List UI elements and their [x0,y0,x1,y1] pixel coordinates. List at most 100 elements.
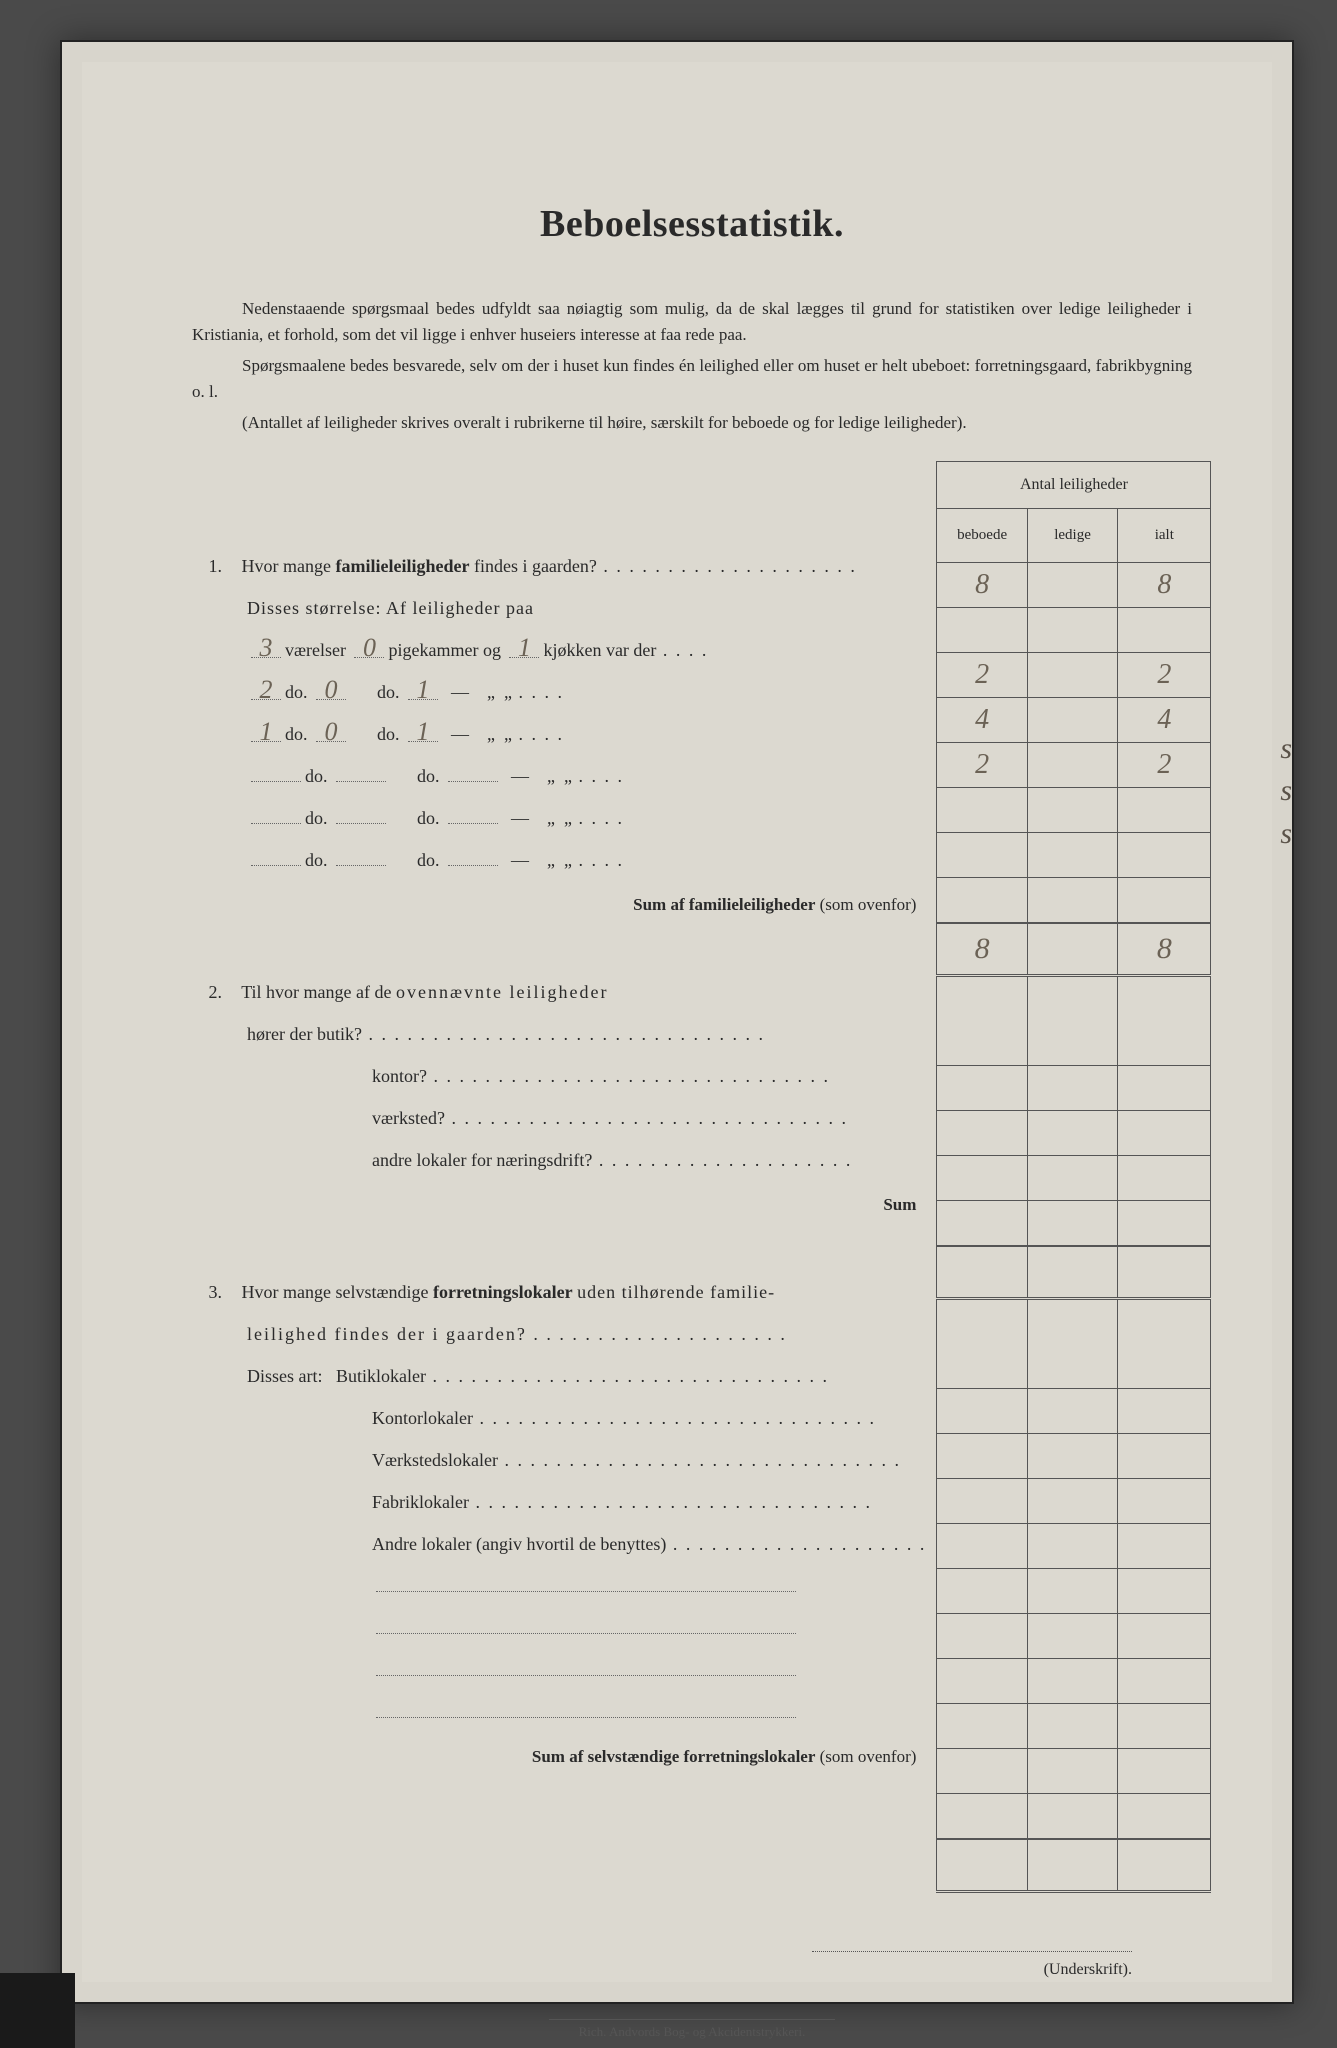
sum-cell [937,1839,1027,1892]
cell [1118,1433,1211,1478]
cell [1027,1658,1117,1703]
cell [937,1568,1027,1613]
q1-sum-line: Sum af familieleiligheder (som ovenfor) [192,881,926,929]
cell [1027,877,1117,923]
cell [1027,1793,1117,1839]
cell [1118,1793,1211,1839]
q1-row-2: 2do. 0 do. 1 — „ „ [192,671,926,713]
q3-line2: leilighed findes der i gaarden? [192,1313,926,1355]
cell [937,1478,1027,1523]
q3-fabrik: Fabriklokaler [192,1481,926,1523]
q1-line: 1. Hvor mange familieleiligheder findes … [192,545,926,587]
cell [1027,1748,1117,1793]
cell [937,1065,1027,1110]
sum-cell [1027,1246,1117,1299]
q1-text-b: familieleiligheder [335,556,469,576]
margin-note-2: s [1280,774,1292,808]
q3-vaerksted: Værkstedslokaler [192,1439,926,1481]
cell [937,1748,1027,1793]
signature-block: (Underskrift). [192,1943,1192,1979]
cell [1118,1388,1211,1433]
page-title: Beboelsesstatistik. [192,202,1192,246]
printer-credit: Rich. Andvords Bog- og Akcidentstrykkeri… [192,2019,1192,2040]
q1-row-3: 1do. 0 do. 1 — „ „ [192,713,926,755]
cell [1027,697,1117,742]
cell: 8 [1118,562,1211,607]
sum-cell [1027,1839,1117,1892]
intro-text: Nedenstaaende spørgsmaal bedes udfyldt s… [192,296,1192,436]
sum-cell: 8 [1118,923,1211,976]
cell [937,1523,1027,1568]
q1-text-c: findes i gaarden? [474,556,597,576]
q1-row-6: do. do. — „ „ [192,839,926,881]
document-page: Beboelsesstatistik. Nedenstaaende spørgs… [82,62,1272,1982]
counts-header-ialt: ialt [1118,508,1211,562]
cell [1118,1200,1211,1246]
q1-sub: Disses størrelse: Af leiligheder paa [192,587,926,629]
cell [1027,1478,1117,1523]
cell [1027,832,1117,877]
q3-line1: 3. Hvor mange selvstændige forretningslo… [192,1271,926,1313]
cell [1118,832,1211,877]
cell [1027,742,1117,787]
counts-column: Antal leiligheder beboede ledige ialt 8 8… [936,461,1211,1893]
q3-blank3 [192,1649,926,1691]
cell: 4 [937,697,1027,742]
q2-kontor: kontor? [192,1055,926,1097]
margin-note-1: s [1280,732,1292,766]
cell [937,1433,1027,1478]
counts-header-beboede: beboede [937,508,1027,562]
q1-text-a: Hvor mange [242,556,331,576]
cell: 2 [1118,742,1211,787]
q3-andre: Andre lokaler (angiv hvortil de benyttes… [192,1523,926,1565]
counts-header-ledige: ledige [1027,508,1117,562]
sum-cell [937,1246,1027,1299]
margin-note-3: s [1280,817,1292,851]
q2-andre: andre lokaler for næringsdrift? [192,1139,926,1181]
cell [1027,1065,1117,1110]
cell [1027,1703,1117,1748]
cell [937,1703,1027,1748]
sum-cell [1118,1246,1211,1299]
cell [1118,1658,1211,1703]
cell [1027,652,1117,697]
cell [1118,1703,1211,1748]
q2-butik: hører der butik? [192,1013,926,1055]
cell [937,877,1027,923]
cell [937,1793,1027,1839]
cell: 2 [937,652,1027,697]
cell [1118,1613,1211,1658]
cell [1027,1568,1117,1613]
cell [1118,1568,1211,1613]
q3-blank1 [192,1565,926,1607]
cell: 2 [1118,652,1211,697]
q3-blank4 [192,1691,926,1733]
cell [937,787,1027,832]
cell [937,1110,1027,1155]
q3-art-lead: Disses art: Butiklokaler [192,1355,926,1397]
cell: 4 [1118,697,1211,742]
cell [1118,1065,1211,1110]
cell [937,1388,1027,1433]
cell [1027,1110,1117,1155]
sum-cell: 8 [937,923,1027,976]
cell: 2 [937,742,1027,787]
cell [1118,1110,1211,1155]
cell [1027,1155,1117,1200]
cell [937,1155,1027,1200]
sum-cell [1027,923,1117,976]
questions-column: 1. Hvor mange familieleiligheder findes … [192,461,936,1781]
cell [1027,787,1117,832]
cell [1027,1523,1117,1568]
intro-p3: (Antallet af leiligheder skrives overalt… [192,410,1192,436]
cell [1027,1613,1117,1658]
q3-blank2 [192,1607,926,1649]
counts-table: Antal leiligheder beboede ledige ialt 8 8… [936,461,1211,1893]
cell [937,832,1027,877]
counts-header-top: Antal leiligheder [937,461,1211,508]
cell [937,1658,1027,1703]
q1-row-5: do. do. — „ „ [192,797,926,839]
intro-p1: Nedenstaaende spørgsmaal bedes udfyldt s… [192,296,1192,347]
signature-label: (Underskrift). [1044,1961,1132,1978]
cell [1027,1388,1117,1433]
